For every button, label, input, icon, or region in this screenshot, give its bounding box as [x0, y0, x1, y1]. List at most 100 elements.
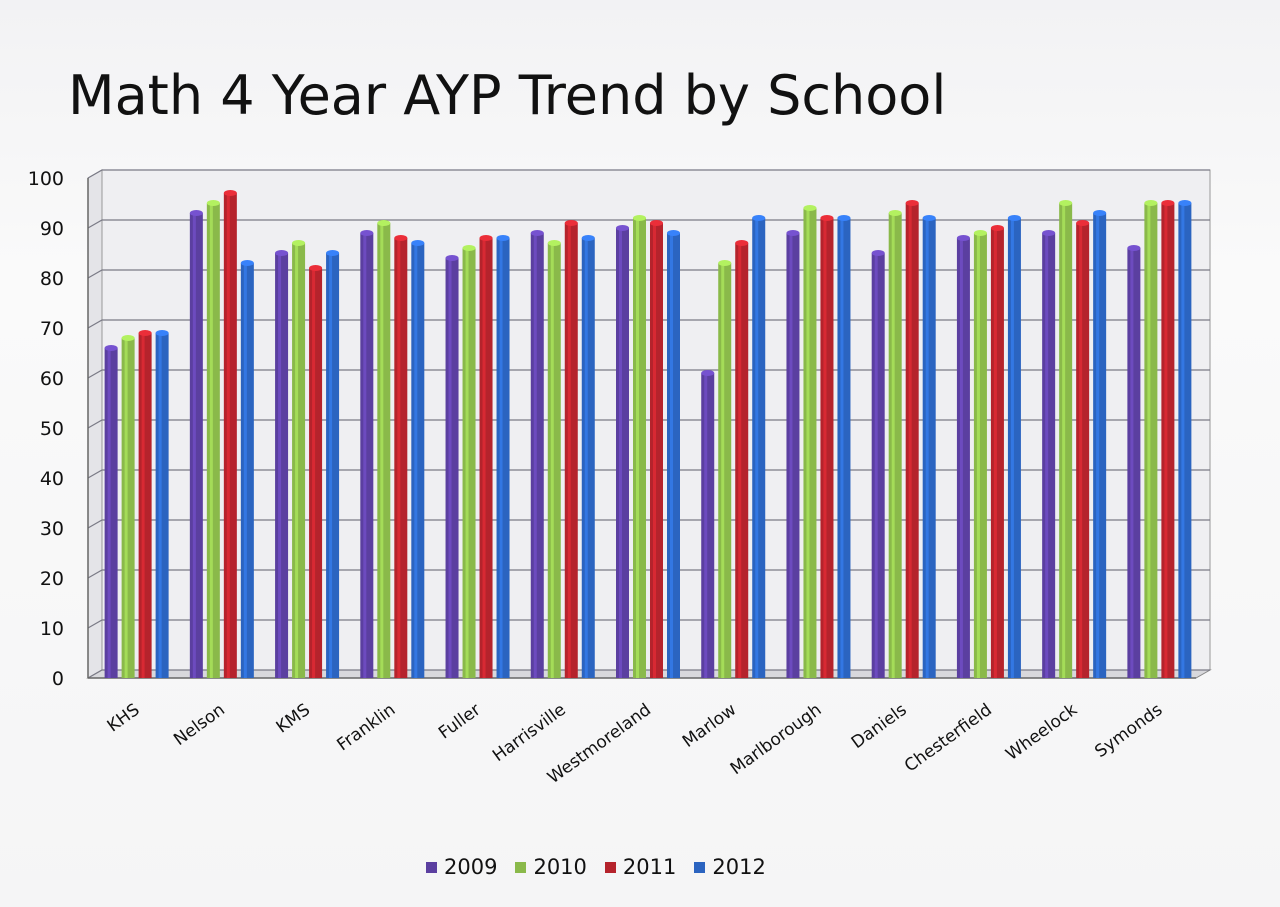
x-category-label: Marlow [679, 700, 740, 752]
y-tick-label: 10 [40, 618, 64, 640]
y-tick-label: 70 [40, 318, 64, 340]
bar-face [394, 238, 408, 678]
bar-cap [377, 220, 391, 226]
bar-highlight [380, 223, 384, 678]
bar-face [1178, 203, 1192, 678]
bar-highlight [192, 213, 196, 678]
y-tick-label: 0 [52, 668, 64, 690]
legend-label: 2012 [712, 855, 766, 879]
bar-cap [752, 215, 766, 221]
bar-cap [633, 215, 646, 221]
bar-2011 [990, 225, 1004, 678]
bar-2011 [138, 330, 152, 678]
bar-highlight [482, 238, 486, 678]
bar-2011 [735, 240, 749, 678]
bar-2011 [309, 265, 323, 678]
bar-highlight [158, 333, 162, 678]
y-tick-label: 30 [40, 518, 64, 540]
bar-2012 [496, 235, 510, 678]
legend-swatch [515, 861, 527, 873]
legend-swatch [694, 861, 706, 873]
chart-legend: 2009 2010 2011 2012 [426, 852, 784, 882]
bar-highlight [226, 193, 230, 678]
bar-face [1144, 203, 1158, 678]
bar-highlight [1130, 248, 1134, 678]
bar-face [1007, 218, 1021, 678]
y-tick-label: 90 [40, 218, 64, 240]
bar-cap [650, 220, 663, 226]
bar-2012 [1093, 210, 1107, 678]
bar-highlight [295, 243, 299, 678]
bar-cap [309, 265, 323, 271]
bar-cap [547, 240, 561, 246]
legend-item: 2012 [694, 855, 766, 879]
bar-face [479, 238, 493, 678]
bar-highlight [1096, 213, 1100, 678]
bar-highlight [533, 233, 537, 678]
bar-highlight [993, 228, 997, 678]
bar-cap [905, 200, 919, 206]
bar-face [223, 193, 237, 678]
x-category-label: Symonds [1091, 700, 1166, 762]
legend-item: 2011 [604, 855, 677, 879]
bar-face [752, 218, 766, 678]
bar-cap [871, 250, 885, 256]
bar-2010 [547, 240, 561, 678]
bar-2010 [633, 215, 646, 678]
bar-cap [922, 215, 936, 221]
bar-face [701, 373, 715, 678]
bar-face [803, 208, 817, 678]
bar-face [718, 263, 732, 678]
bar-cap [1059, 200, 1073, 206]
bar-cap [462, 245, 476, 251]
bar-cap [292, 240, 306, 246]
bar-face [905, 203, 919, 678]
x-category-label: Harrisville [489, 700, 570, 766]
bar-cap [496, 235, 510, 241]
legend-label: 2011 [622, 855, 677, 879]
bar-cap [786, 230, 800, 236]
bar-cap [616, 225, 629, 231]
bar-highlight [670, 233, 673, 678]
bar-highlight [124, 338, 128, 678]
bar-face [990, 228, 1004, 678]
bar-face [377, 223, 391, 678]
bar-highlight [891, 213, 895, 678]
bar-face [1042, 233, 1056, 678]
bar-cap [1093, 210, 1107, 216]
bar-2009 [275, 250, 289, 678]
bar-cap [360, 230, 374, 236]
bar-face [121, 338, 135, 678]
bar-highlight [329, 253, 333, 678]
bar-2011 [820, 215, 834, 678]
legend-swatch [426, 861, 437, 873]
bar-highlight [1164, 203, 1168, 678]
bar-highlight [721, 263, 725, 678]
bar-highlight [312, 268, 316, 678]
bar-cap [701, 370, 715, 376]
bar-2010 [462, 245, 476, 678]
bar-highlight [107, 348, 111, 678]
bar-2009 [445, 255, 459, 678]
x-category-label: Franklin [333, 700, 399, 755]
bar-2012 [1007, 215, 1021, 678]
bar-cap [138, 330, 152, 336]
bar-highlight [636, 218, 639, 678]
bar-cap [104, 345, 118, 351]
bar-face [633, 218, 646, 678]
bar-2011 [1161, 200, 1175, 678]
bar-2009 [701, 370, 715, 678]
bar-cap [973, 230, 987, 236]
bar-2011 [1076, 220, 1090, 678]
bar-2010 [803, 205, 817, 678]
bar-face [530, 233, 544, 678]
bar-highlight [806, 208, 810, 678]
bar-2010 [292, 240, 306, 678]
bar-highlight [1147, 203, 1151, 678]
bar-cap [1161, 200, 1175, 206]
bar-cap [718, 260, 732, 266]
bar-cap [667, 230, 680, 236]
bar-highlight [397, 238, 401, 678]
bar-cap [479, 235, 493, 241]
